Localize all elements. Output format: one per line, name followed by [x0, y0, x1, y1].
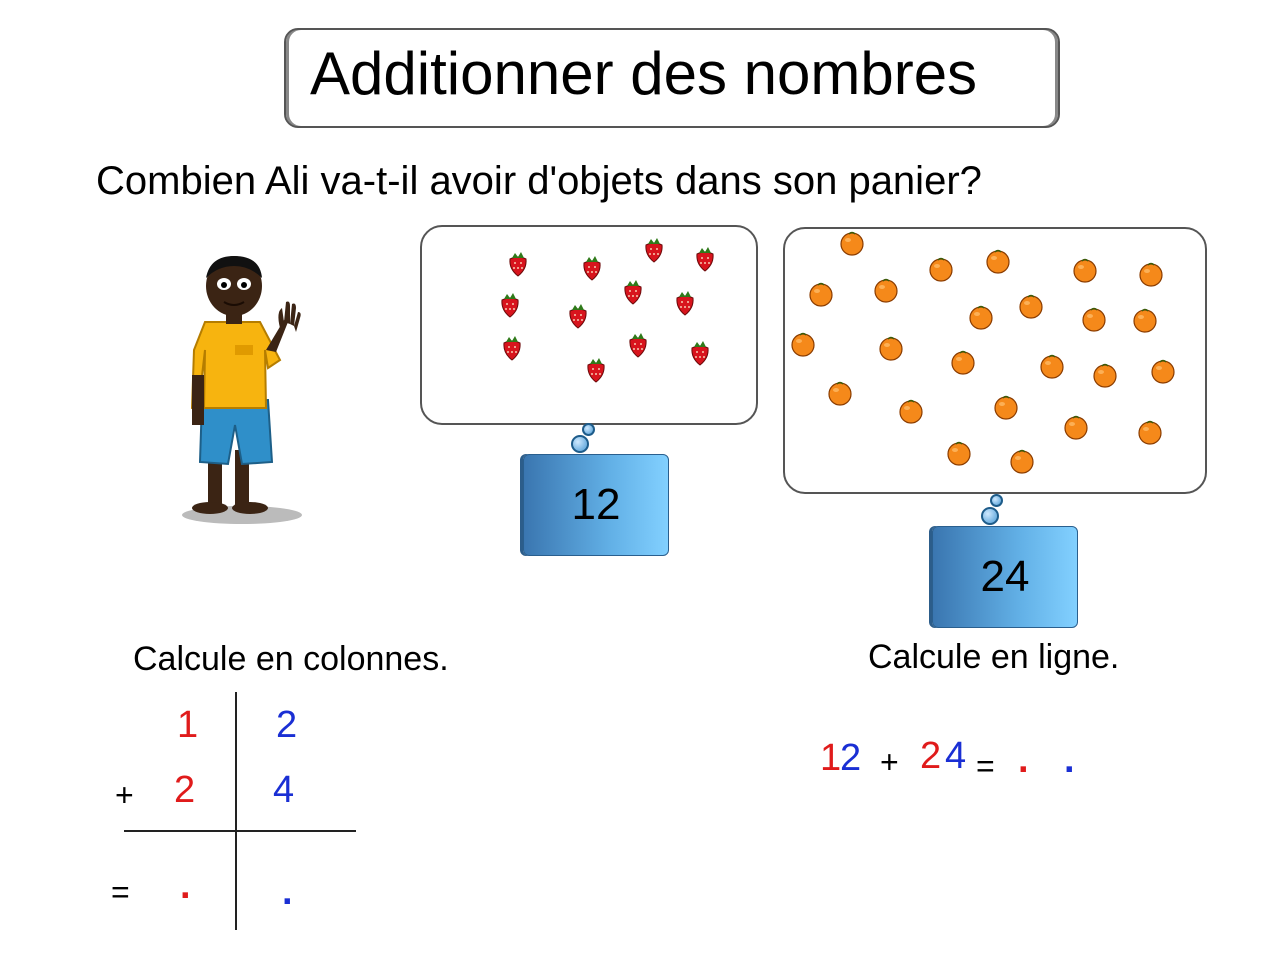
line-b-tens: 2: [920, 735, 942, 777]
strawberry-icon: [569, 304, 587, 329]
orange-icon: [874, 278, 898, 303]
row1-units: 2: [276, 704, 298, 746]
orange-icon: [1019, 294, 1043, 319]
strawberry-icon: [645, 238, 663, 263]
column-divider: [235, 692, 237, 930]
strawberry-icon: [587, 358, 605, 383]
line-plus-sign: +: [880, 744, 899, 780]
row2-units: 4: [273, 769, 295, 811]
bubble-dot: [582, 423, 595, 436]
orange-icon: [1093, 363, 1117, 388]
line-equals-sign: =: [976, 748, 995, 784]
bubble-dot: [981, 507, 999, 525]
plus-sign: +: [115, 777, 134, 813]
orange-icon: [828, 381, 852, 406]
line-result-units-blank[interactable]: .: [1064, 739, 1075, 781]
line-b-units: 4: [945, 735, 967, 777]
line-a-tens: 1: [820, 737, 842, 779]
strawberry-icon: [503, 336, 521, 361]
boy-character-icon: [182, 256, 302, 524]
orange-icon: [1138, 420, 1162, 445]
sum-line: [124, 830, 356, 832]
strawberry-icon: [501, 293, 519, 318]
line-a-units: 2: [840, 737, 862, 779]
bubble-dot: [571, 435, 589, 453]
orange-icon: [1064, 415, 1088, 440]
strawberry-icon: [696, 247, 714, 272]
orange-icon: [1151, 359, 1175, 384]
orange-icon: [1082, 307, 1106, 332]
orange-icon: [947, 441, 971, 466]
result-tens-blank[interactable]: .: [180, 865, 191, 907]
title-box: [284, 28, 1060, 128]
orange-icon: [1133, 308, 1157, 333]
column-calc-label: Calcule en colonnes.: [133, 640, 449, 678]
strawberry-icon: [676, 291, 694, 316]
orange-icon: [809, 282, 833, 307]
orange-icon: [1040, 354, 1064, 379]
orange-icon: [899, 399, 923, 424]
orange-icon: [969, 305, 993, 330]
orange-icon: [986, 249, 1010, 274]
strawberry-icon: [509, 252, 527, 277]
orange-icon: [1073, 258, 1097, 283]
orange-count-box: 24: [932, 526, 1078, 628]
row2-tens: 2: [174, 769, 196, 811]
bubble-dot: [990, 494, 1003, 507]
line-result-tens-blank[interactable]: .: [1018, 739, 1029, 781]
orange-icon: [840, 231, 864, 256]
strawberry-icon: [624, 280, 642, 305]
strawberry-icon: [691, 341, 709, 366]
row1-tens: 1: [177, 704, 199, 746]
orange-icon: [951, 350, 975, 375]
orange-icon: [1139, 262, 1163, 287]
question-text: Combien Ali va-t-il avoir d'objets dans …: [96, 159, 982, 203]
orange-icon: [1010, 449, 1034, 474]
result-units-blank[interactable]: .: [282, 871, 293, 913]
orange-icon: [879, 336, 903, 361]
orange-icon: [791, 332, 815, 357]
strawberry-icon: [583, 256, 601, 281]
strawberry-icon: [629, 333, 647, 358]
orange-icon: [994, 395, 1018, 420]
page-title: Additionner des nombres: [310, 40, 978, 107]
line-calc-label: Calcule en ligne.: [868, 638, 1120, 676]
strawberry-count-box: 12: [523, 454, 669, 556]
equals-sign: =: [111, 874, 130, 910]
orange-icon: [929, 257, 953, 282]
